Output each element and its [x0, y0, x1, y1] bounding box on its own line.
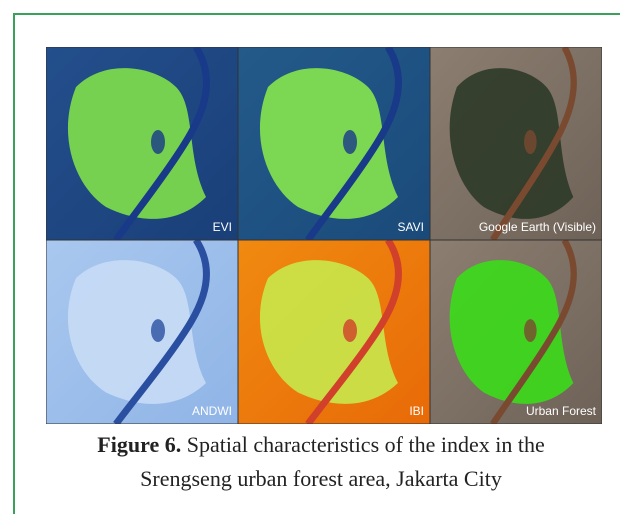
pond	[343, 319, 357, 342]
pond	[343, 130, 357, 154]
panel-label: IBI	[409, 404, 424, 418]
panel-label: Urban Forest	[526, 404, 597, 418]
panel-label: Google Earth (Visible)	[479, 220, 596, 234]
figure-caption: Figure 6. Spatial characteristics of the…	[66, 428, 576, 496]
image-panel: IBI	[238, 240, 430, 424]
pond	[151, 130, 165, 154]
image-panel: SAVI	[238, 47, 430, 240]
panel-label: ANDWI	[192, 404, 232, 418]
image-panel: ANDWI	[46, 240, 238, 424]
panel-label: SAVI	[398, 220, 424, 234]
caption-label: Figure 6.	[97, 432, 181, 457]
pond	[524, 130, 537, 154]
image-panel: Google Earth (Visible)	[430, 47, 602, 240]
pond	[524, 319, 537, 342]
page: EVI SAVI Google Earth (Visible) ANDWI IBI Urb…	[0, 0, 633, 514]
panel-label: EVI	[213, 220, 232, 234]
pond	[151, 319, 165, 342]
caption-text: Spatial characteristics of the index in …	[140, 432, 545, 491]
image-panel: Urban Forest	[430, 240, 602, 424]
figure-panels: EVI SAVI Google Earth (Visible) ANDWI IBI Urb…	[0, 0, 633, 430]
image-panel: EVI	[46, 47, 238, 240]
